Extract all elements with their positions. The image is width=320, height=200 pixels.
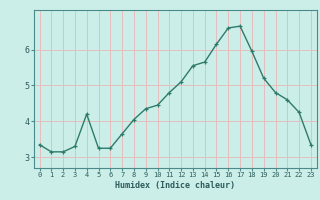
X-axis label: Humidex (Indice chaleur): Humidex (Indice chaleur) <box>115 181 235 190</box>
